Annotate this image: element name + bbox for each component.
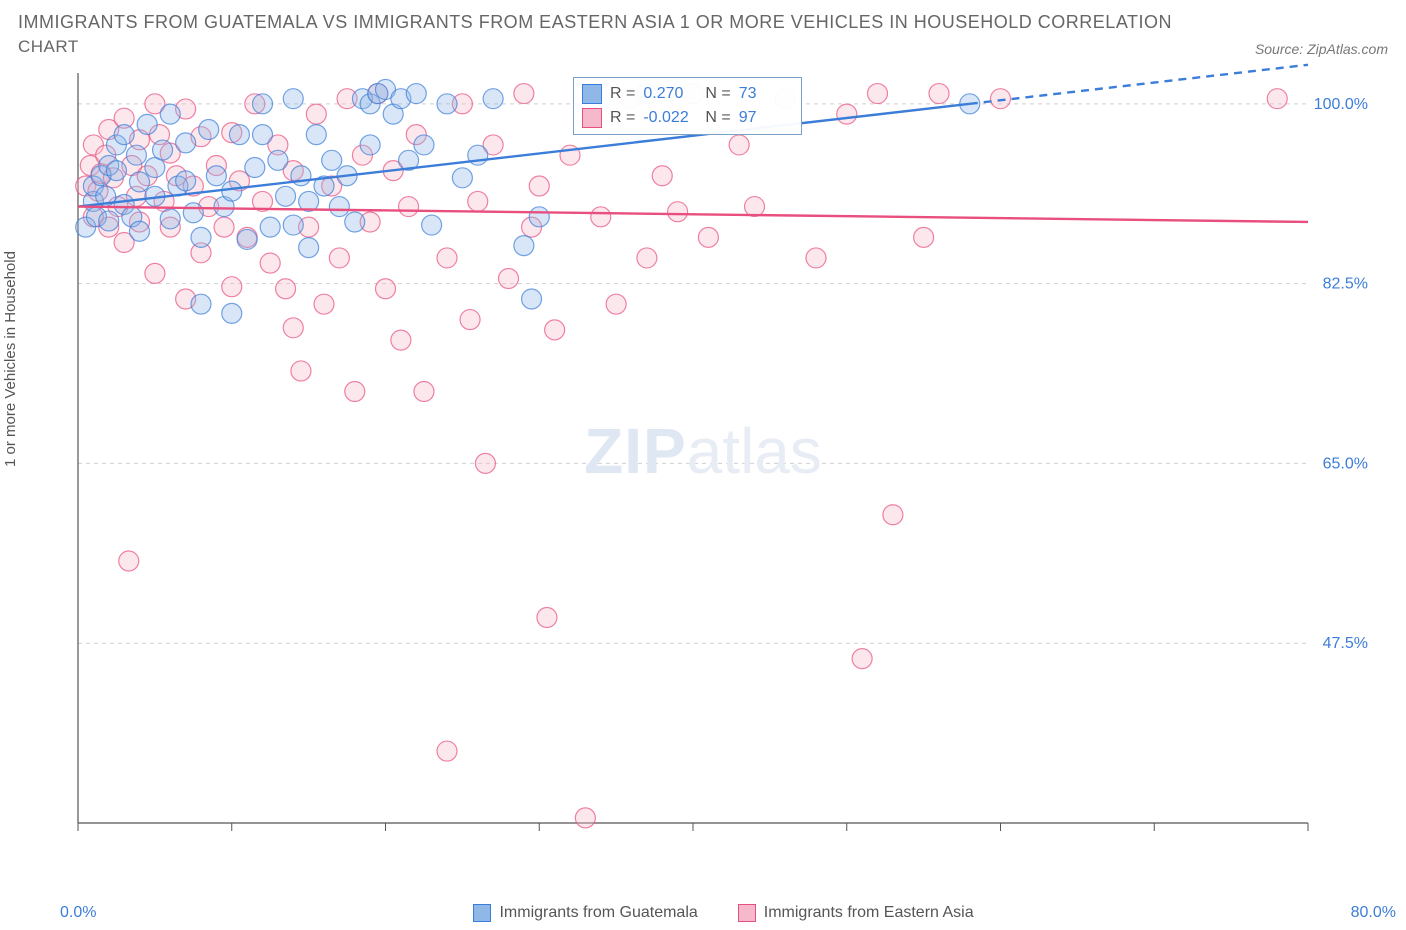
svg-text:100.0%: 100.0% — [1314, 96, 1368, 113]
source-label: Source: ZipAtlas.com — [1255, 41, 1388, 57]
bottom-legend: 0.0% Immigrants from GuatemalaImmigrants… — [0, 904, 1406, 922]
legend-label: Immigrants from Guatemala — [499, 904, 697, 922]
stats-swatch — [582, 108, 602, 128]
legend-swatch — [473, 904, 491, 922]
r-value: 0.270 — [643, 82, 697, 106]
n-label: N = — [705, 82, 730, 106]
scatter-plot: 47.5% 65.0% 82.5% 100.0% — [18, 63, 1388, 871]
r-value: -0.022 — [643, 106, 697, 130]
chart-subtitle: CHART — [18, 37, 79, 57]
subtitle-row: CHART Source: ZipAtlas.com — [18, 37, 1388, 57]
n-label: N = — [705, 106, 730, 130]
legend-items: Immigrants from Guatemala Immigrants from… — [473, 904, 973, 922]
chart-container: IMMIGRANTS FROM GUATEMALA VS IMMIGRANTS … — [0, 0, 1406, 930]
n-value: 97 — [739, 106, 793, 130]
n-value: 73 — [739, 82, 793, 106]
x-max-label: 80.0% — [1351, 904, 1396, 922]
stats-row: R = 0.270 N = 73 — [582, 82, 793, 106]
svg-text:65.0%: 65.0% — [1323, 455, 1368, 472]
legend-label: Immigrants from Eastern Asia — [764, 904, 974, 922]
svg-text:47.5%: 47.5% — [1323, 635, 1368, 652]
chart-title: IMMIGRANTS FROM GUATEMALA VS IMMIGRANTS … — [18, 12, 1388, 33]
stats-swatch — [582, 84, 602, 104]
r-label: R = — [610, 82, 635, 106]
legend-swatch — [738, 904, 756, 922]
stats-box: R = 0.270 N = 73 R = -0.022 N = 97 — [573, 77, 802, 135]
plot-wrap: 1 or more Vehicles in Household ZIPatlas… — [18, 63, 1388, 871]
stats-row: R = -0.022 N = 97 — [582, 106, 793, 130]
svg-text:82.5%: 82.5% — [1323, 276, 1368, 293]
legend-item: Immigrants from Eastern Asia — [738, 904, 974, 922]
y-axis-label: 1 or more Vehicles in Household — [2, 251, 19, 467]
x-min-label: 0.0% — [60, 904, 96, 922]
legend-item: Immigrants from Guatemala — [473, 904, 697, 922]
r-label: R = — [610, 106, 635, 130]
